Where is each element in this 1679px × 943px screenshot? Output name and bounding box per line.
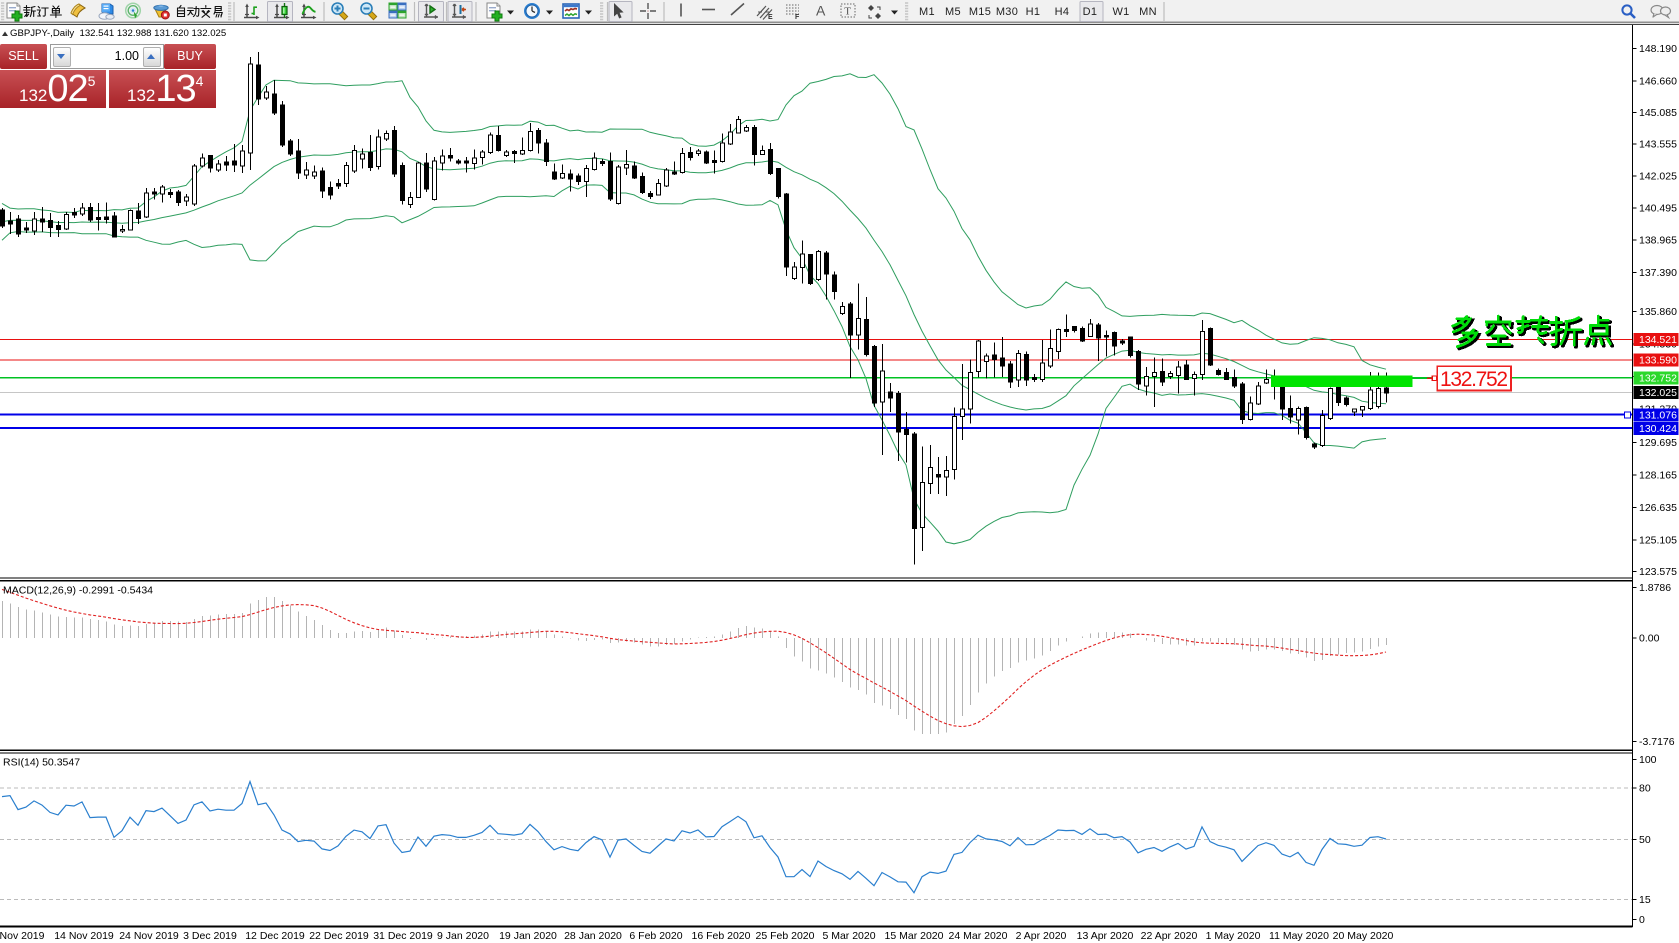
svg-text:M5: M5 — [945, 6, 961, 18]
svg-text:1.8786: 1.8786 — [1639, 582, 1671, 594]
svg-text:137.390: 137.390 — [1639, 267, 1677, 279]
svg-text:0: 0 — [1639, 914, 1645, 926]
svg-text:24 Nov 2019: 24 Nov 2019 — [119, 930, 179, 942]
svg-text:129.695: 129.695 — [1639, 437, 1677, 449]
svg-text:133.590: 133.590 — [1639, 355, 1677, 367]
svg-text:134.521: 134.521 — [1639, 334, 1677, 346]
svg-text:130.424: 130.424 — [1639, 423, 1677, 435]
svg-text:H4: H4 — [1055, 6, 1070, 18]
svg-text:12 Dec 2019: 12 Dec 2019 — [245, 930, 305, 942]
svg-text:132.025: 132.025 — [1639, 387, 1677, 399]
svg-text:132.752: 132.752 — [1639, 372, 1677, 384]
svg-text:1 May 2020: 1 May 2020 — [1206, 930, 1261, 942]
svg-text:22 Apr 2020: 22 Apr 2020 — [1141, 930, 1198, 942]
svg-text:W1: W1 — [1112, 6, 1129, 18]
svg-text:5 Mar 2020: 5 Mar 2020 — [822, 930, 875, 942]
svg-text:125.105: 125.105 — [1639, 534, 1677, 546]
svg-text:M30: M30 — [996, 6, 1018, 18]
svg-text:131.076: 131.076 — [1639, 409, 1677, 421]
svg-text:50: 50 — [1639, 834, 1651, 846]
svg-text:22 Dec 2019: 22 Dec 2019 — [309, 930, 369, 942]
svg-text:13 Apr 2020: 13 Apr 2020 — [1077, 930, 1134, 942]
svg-text:140.495: 140.495 — [1639, 203, 1677, 215]
svg-text:6 Feb 2020: 6 Feb 2020 — [629, 930, 682, 942]
svg-text:146.660: 146.660 — [1639, 75, 1677, 87]
svg-text:F: F — [795, 14, 800, 21]
svg-text:142.025: 142.025 — [1639, 171, 1677, 183]
svg-text:31 Dec 2019: 31 Dec 2019 — [373, 930, 433, 942]
svg-text:100: 100 — [1639, 754, 1657, 766]
svg-text:138.965: 138.965 — [1639, 234, 1677, 246]
svg-text:MN: MN — [1139, 6, 1157, 18]
svg-text:A: A — [816, 3, 826, 19]
svg-text:E: E — [768, 14, 773, 21]
svg-text:14 Nov 2019: 14 Nov 2019 — [54, 930, 114, 942]
svg-text:80: 80 — [1639, 783, 1651, 795]
svg-text:2 Apr 2020: 2 Apr 2020 — [1016, 930, 1067, 942]
svg-text:20 May 2020: 20 May 2020 — [1333, 930, 1394, 942]
svg-text:MACD(12,26,9) -0.2991 -0.5434: MACD(12,26,9) -0.2991 -0.5434 — [3, 585, 153, 597]
svg-text:145.085: 145.085 — [1639, 107, 1677, 119]
svg-text:-3.7176: -3.7176 — [1639, 736, 1675, 748]
svg-text:M15: M15 — [969, 6, 991, 18]
svg-text:132.752: 132.752 — [1440, 368, 1508, 391]
svg-text:M1: M1 — [919, 6, 935, 18]
svg-text:24 Mar 2020: 24 Mar 2020 — [949, 930, 1008, 942]
svg-text:H1: H1 — [1026, 6, 1041, 18]
svg-text:15 Mar 2020: 15 Mar 2020 — [885, 930, 944, 942]
svg-text:148.190: 148.190 — [1639, 43, 1677, 55]
svg-text:25 Feb 2020: 25 Feb 2020 — [756, 930, 815, 942]
svg-text:135.860: 135.860 — [1639, 306, 1677, 318]
svg-text:143.555: 143.555 — [1639, 139, 1677, 151]
svg-text:0.00: 0.00 — [1639, 633, 1660, 645]
svg-text:11 May 2020: 11 May 2020 — [1269, 930, 1329, 942]
svg-text:128.165: 128.165 — [1639, 470, 1677, 482]
svg-text:126.635: 126.635 — [1639, 502, 1677, 514]
svg-text:19 Jan 2020: 19 Jan 2020 — [499, 930, 557, 942]
svg-text:D1: D1 — [1083, 6, 1098, 18]
svg-text:28 Jan 2020: 28 Jan 2020 — [564, 930, 622, 942]
svg-text:123.575: 123.575 — [1639, 566, 1677, 578]
svg-text:15: 15 — [1639, 894, 1651, 906]
svg-text:T: T — [844, 6, 851, 18]
svg-text:RSI(14) 50.3547: RSI(14) 50.3547 — [3, 757, 80, 769]
svg-text:Nov 2019: Nov 2019 — [0, 930, 45, 942]
svg-text:16 Feb 2020: 16 Feb 2020 — [692, 930, 751, 942]
svg-text:9 Jan 2020: 9 Jan 2020 — [437, 930, 489, 942]
svg-text:3 Dec 2019: 3 Dec 2019 — [183, 930, 237, 942]
